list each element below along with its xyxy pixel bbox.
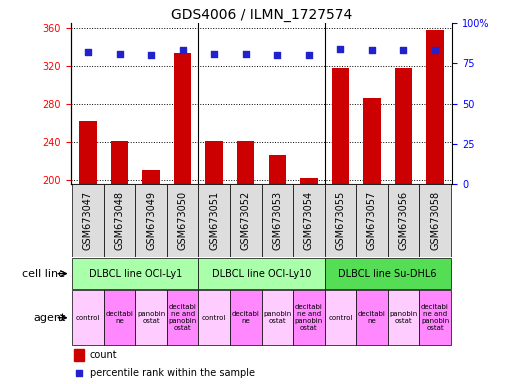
Text: GSM673055: GSM673055 — [335, 191, 345, 250]
Point — [84, 49, 92, 55]
Text: GSM673054: GSM673054 — [304, 191, 314, 250]
Text: GSM673048: GSM673048 — [115, 191, 124, 250]
Point — [75, 369, 84, 376]
FancyBboxPatch shape — [230, 290, 262, 345]
FancyBboxPatch shape — [356, 184, 388, 257]
Text: DLBCL line OCI-Ly1: DLBCL line OCI-Ly1 — [89, 268, 182, 279]
Text: percentile rank within the sample: percentile rank within the sample — [90, 367, 255, 377]
FancyBboxPatch shape — [419, 184, 451, 257]
Bar — [237, 141, 254, 184]
Text: panobin
ostat: panobin ostat — [137, 311, 165, 324]
FancyBboxPatch shape — [325, 258, 451, 289]
Text: GSM673058: GSM673058 — [430, 191, 440, 250]
Text: GSM673052: GSM673052 — [241, 191, 251, 250]
FancyBboxPatch shape — [198, 290, 230, 345]
Text: decitabi
ne and
panobin
ostat: decitabi ne and panobin ostat — [421, 304, 449, 331]
FancyBboxPatch shape — [293, 290, 325, 345]
Bar — [395, 68, 412, 184]
Bar — [269, 155, 286, 184]
Point — [178, 47, 187, 53]
Title: GDS4006 / ILMN_1727574: GDS4006 / ILMN_1727574 — [171, 8, 352, 22]
Text: GSM673047: GSM673047 — [83, 191, 93, 250]
Text: DLBCL line Su-DHL6: DLBCL line Su-DHL6 — [338, 268, 437, 279]
Text: cell line: cell line — [22, 268, 65, 279]
Text: DLBCL line OCI-Ly10: DLBCL line OCI-Ly10 — [212, 268, 311, 279]
FancyBboxPatch shape — [262, 184, 293, 257]
Point — [336, 46, 345, 52]
Text: decitabi
ne: decitabi ne — [232, 311, 259, 324]
FancyBboxPatch shape — [230, 184, 262, 257]
Text: GSM673056: GSM673056 — [399, 191, 408, 250]
Text: GSM673057: GSM673057 — [367, 191, 377, 250]
Text: count: count — [90, 350, 117, 360]
Point — [399, 47, 407, 53]
Point — [431, 47, 439, 53]
Bar — [174, 53, 191, 184]
FancyBboxPatch shape — [135, 290, 167, 345]
Text: GSM673053: GSM673053 — [272, 191, 282, 250]
FancyBboxPatch shape — [198, 258, 325, 289]
Point — [210, 51, 219, 57]
FancyBboxPatch shape — [104, 184, 135, 257]
Text: GSM673049: GSM673049 — [146, 191, 156, 250]
Text: panobin
ostat: panobin ostat — [263, 311, 291, 324]
Point — [273, 52, 281, 58]
Text: GSM673050: GSM673050 — [178, 191, 188, 250]
FancyBboxPatch shape — [419, 290, 451, 345]
Text: decitabi
ne: decitabi ne — [106, 311, 133, 324]
FancyBboxPatch shape — [104, 290, 135, 345]
Bar — [74, 349, 84, 361]
Bar — [111, 141, 128, 184]
Bar — [142, 170, 160, 184]
FancyBboxPatch shape — [135, 184, 167, 257]
FancyBboxPatch shape — [388, 290, 419, 345]
Text: control: control — [328, 315, 353, 321]
Text: decitabi
ne: decitabi ne — [358, 311, 386, 324]
FancyBboxPatch shape — [262, 290, 293, 345]
FancyBboxPatch shape — [293, 184, 325, 257]
FancyBboxPatch shape — [388, 184, 419, 257]
FancyBboxPatch shape — [325, 184, 356, 257]
Text: GSM673051: GSM673051 — [209, 191, 219, 250]
Bar — [79, 121, 97, 184]
Text: decitabi
ne and
panobin
ostat: decitabi ne and panobin ostat — [294, 304, 323, 331]
Bar — [363, 98, 381, 184]
FancyBboxPatch shape — [325, 290, 356, 345]
Text: control: control — [202, 315, 226, 321]
Bar — [206, 141, 223, 184]
FancyBboxPatch shape — [72, 184, 104, 257]
FancyBboxPatch shape — [72, 258, 198, 289]
FancyBboxPatch shape — [72, 290, 104, 345]
FancyBboxPatch shape — [356, 290, 388, 345]
Bar — [300, 178, 317, 184]
Text: agent: agent — [33, 313, 65, 323]
FancyBboxPatch shape — [167, 290, 198, 345]
Point — [116, 51, 124, 57]
Text: control: control — [76, 315, 100, 321]
Text: panobin
ostat: panobin ostat — [389, 311, 417, 324]
Point — [368, 47, 376, 53]
Point — [242, 51, 250, 57]
Point — [147, 52, 155, 58]
Bar — [426, 30, 444, 184]
Text: decitabi
ne and
panobin
ostat: decitabi ne and panobin ostat — [168, 304, 197, 331]
Point — [304, 52, 313, 58]
FancyBboxPatch shape — [167, 184, 198, 257]
Bar — [332, 68, 349, 184]
FancyBboxPatch shape — [198, 184, 230, 257]
